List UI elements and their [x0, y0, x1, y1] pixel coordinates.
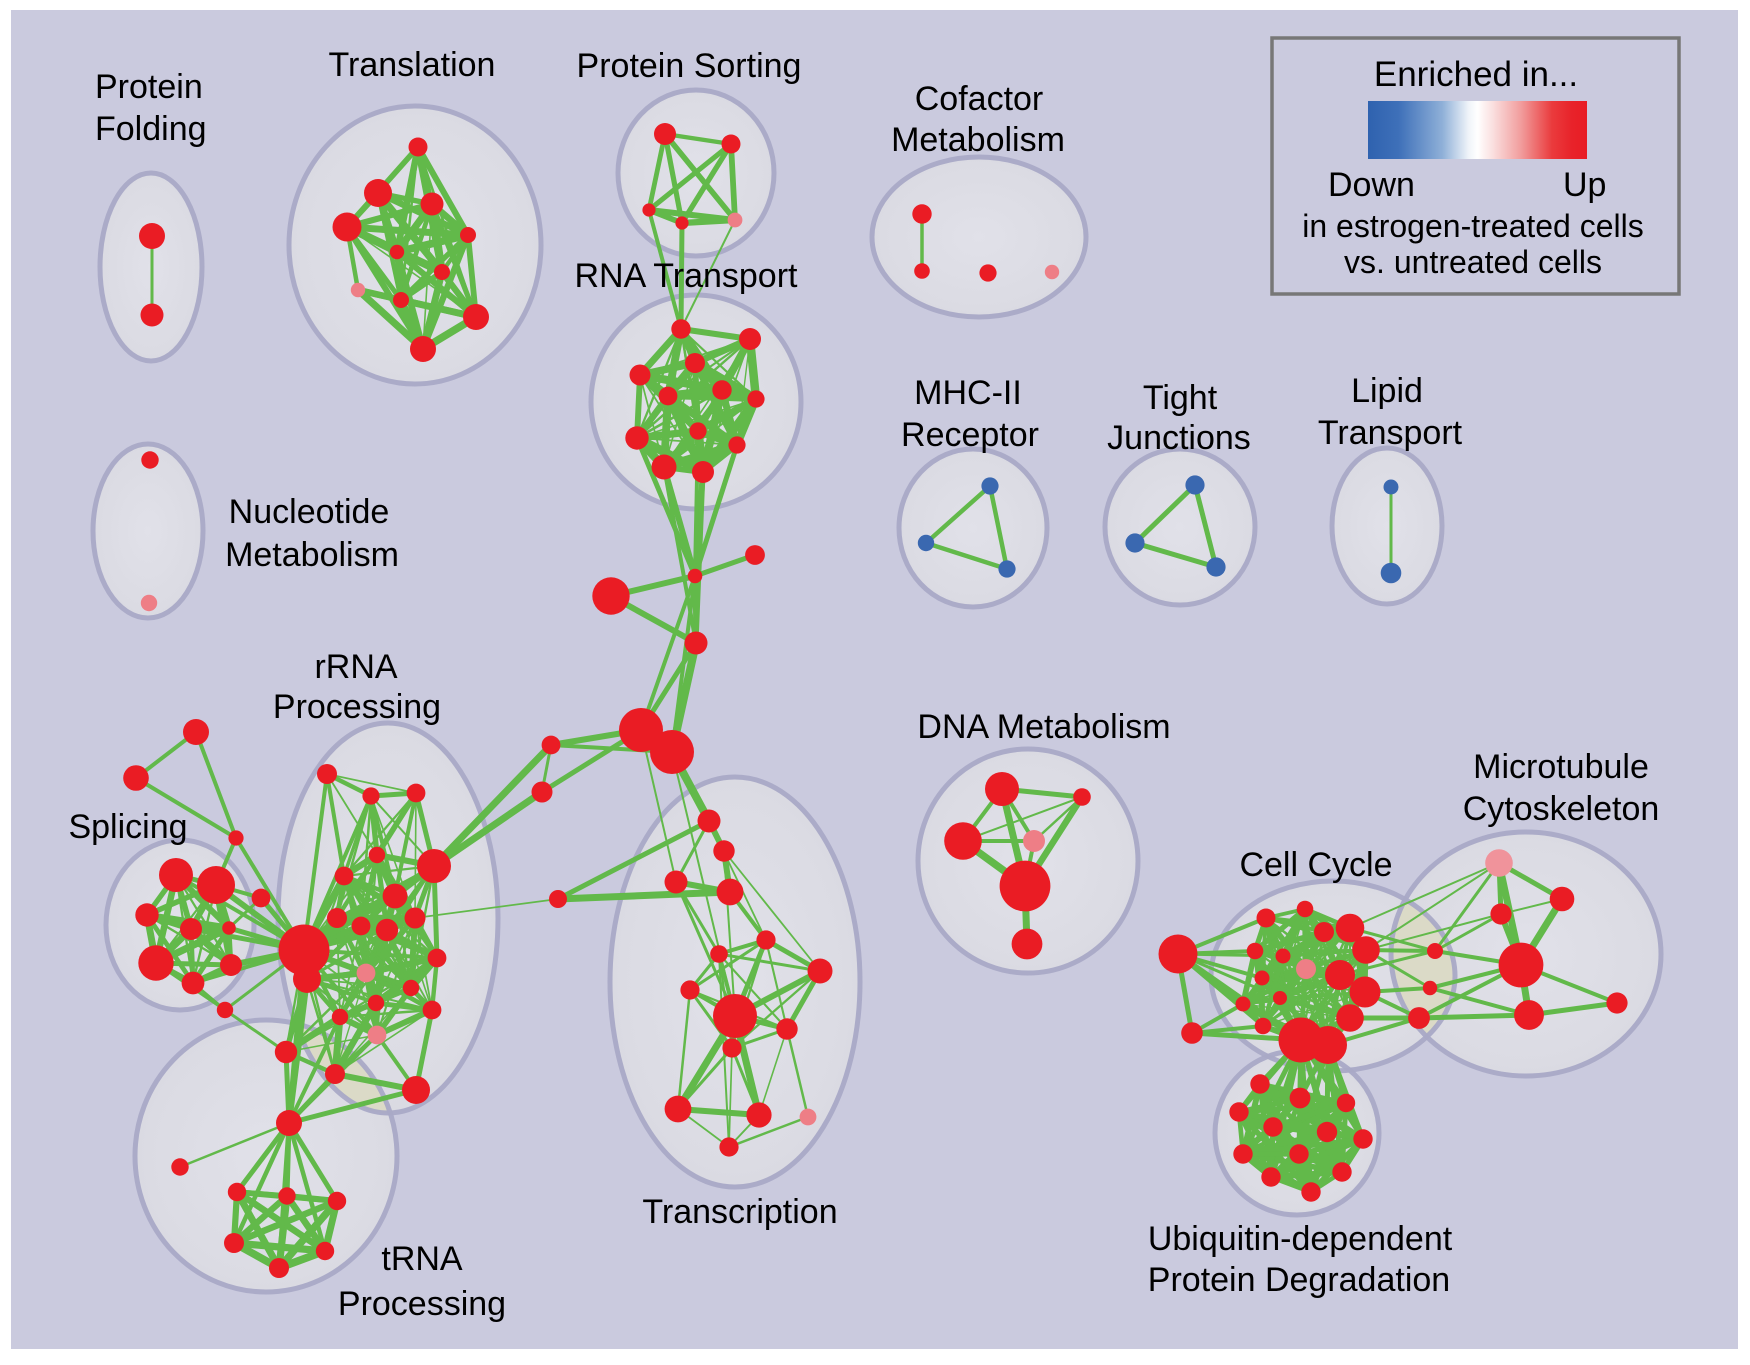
svg-text:DNA Metabolism: DNA Metabolism — [917, 708, 1170, 746]
svg-text:Ubiquitin-dependent: Ubiquitin-dependent — [1148, 1220, 1453, 1258]
svg-text:Transport: Transport — [1318, 414, 1463, 452]
svg-text:Cofactor: Cofactor — [915, 80, 1044, 118]
svg-text:Metabolism: Metabolism — [225, 536, 399, 574]
svg-text:MHC-II: MHC-II — [914, 374, 1022, 412]
svg-text:Lipid: Lipid — [1351, 372, 1423, 410]
svg-text:rRNA: rRNA — [314, 648, 397, 686]
svg-text:Nucleotide: Nucleotide — [229, 493, 390, 531]
svg-text:Processing: Processing — [273, 688, 441, 726]
svg-text:in estrogen-treated cells: in estrogen-treated cells — [1302, 208, 1644, 244]
svg-text:Folding: Folding — [95, 110, 207, 148]
svg-text:Junctions: Junctions — [1107, 419, 1251, 457]
svg-text:Splicing: Splicing — [68, 808, 187, 846]
svg-text:Processing: Processing — [338, 1285, 506, 1323]
svg-text:Cell Cycle: Cell Cycle — [1239, 846, 1392, 884]
svg-text:vs. untreated cells: vs. untreated cells — [1344, 244, 1602, 280]
svg-text:Down: Down — [1328, 166, 1415, 204]
svg-text:Receptor: Receptor — [901, 416, 1039, 454]
svg-text:Tight: Tight — [1143, 379, 1218, 417]
svg-text:Up: Up — [1563, 166, 1606, 204]
svg-text:Microtubule: Microtubule — [1473, 748, 1649, 786]
svg-text:Protein Degradation: Protein Degradation — [1148, 1261, 1450, 1299]
svg-text:Translation: Translation — [329, 46, 496, 84]
svg-text:Protein: Protein — [95, 68, 203, 106]
svg-text:Transcription: Transcription — [642, 1193, 837, 1231]
svg-text:Protein Sorting: Protein Sorting — [577, 47, 802, 85]
svg-text:Metabolism: Metabolism — [891, 121, 1065, 159]
svg-text:tRNA: tRNA — [381, 1240, 463, 1278]
svg-text:Cytoskeleton: Cytoskeleton — [1463, 790, 1660, 828]
svg-text:RNA Transport: RNA Transport — [575, 257, 799, 295]
svg-text:Enriched in...: Enriched in... — [1374, 55, 1578, 94]
